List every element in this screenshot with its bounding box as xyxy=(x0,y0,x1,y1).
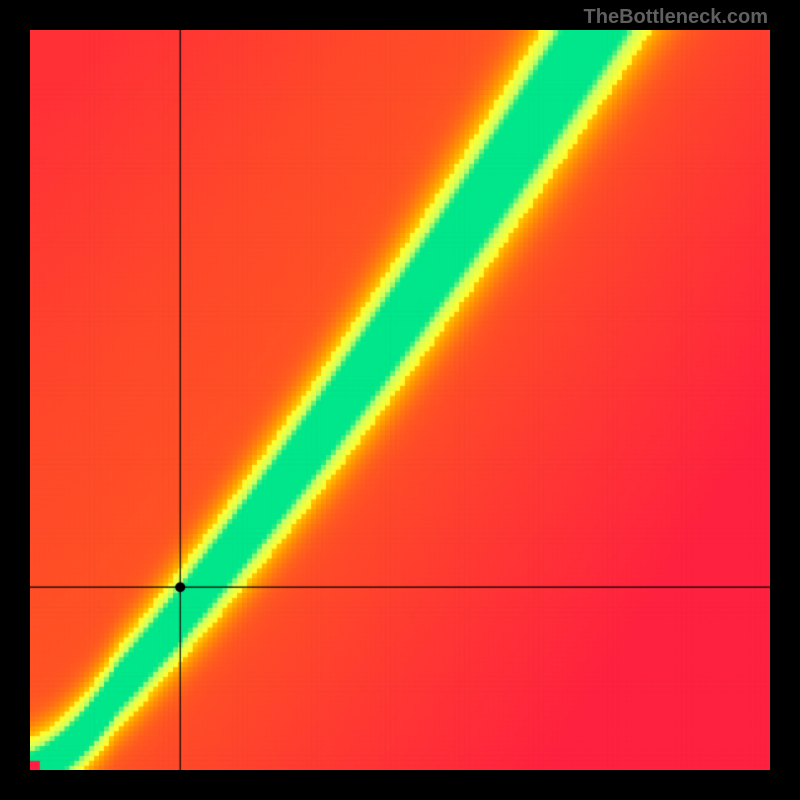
heatmap-canvas xyxy=(30,30,770,770)
attribution-text: TheBottleneck.com xyxy=(584,6,768,29)
chart-container: TheBottleneck.com xyxy=(0,0,800,800)
heatmap-plot xyxy=(30,30,770,770)
